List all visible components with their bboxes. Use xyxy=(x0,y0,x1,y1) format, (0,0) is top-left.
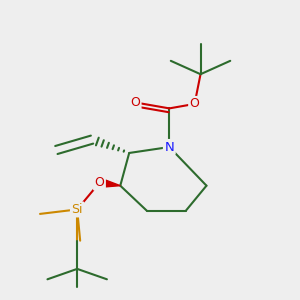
Polygon shape xyxy=(99,178,120,188)
Text: O: O xyxy=(130,96,140,109)
Text: Si: Si xyxy=(71,203,83,216)
Text: O: O xyxy=(94,176,104,189)
Text: N: N xyxy=(164,140,174,154)
Text: O: O xyxy=(190,98,200,110)
